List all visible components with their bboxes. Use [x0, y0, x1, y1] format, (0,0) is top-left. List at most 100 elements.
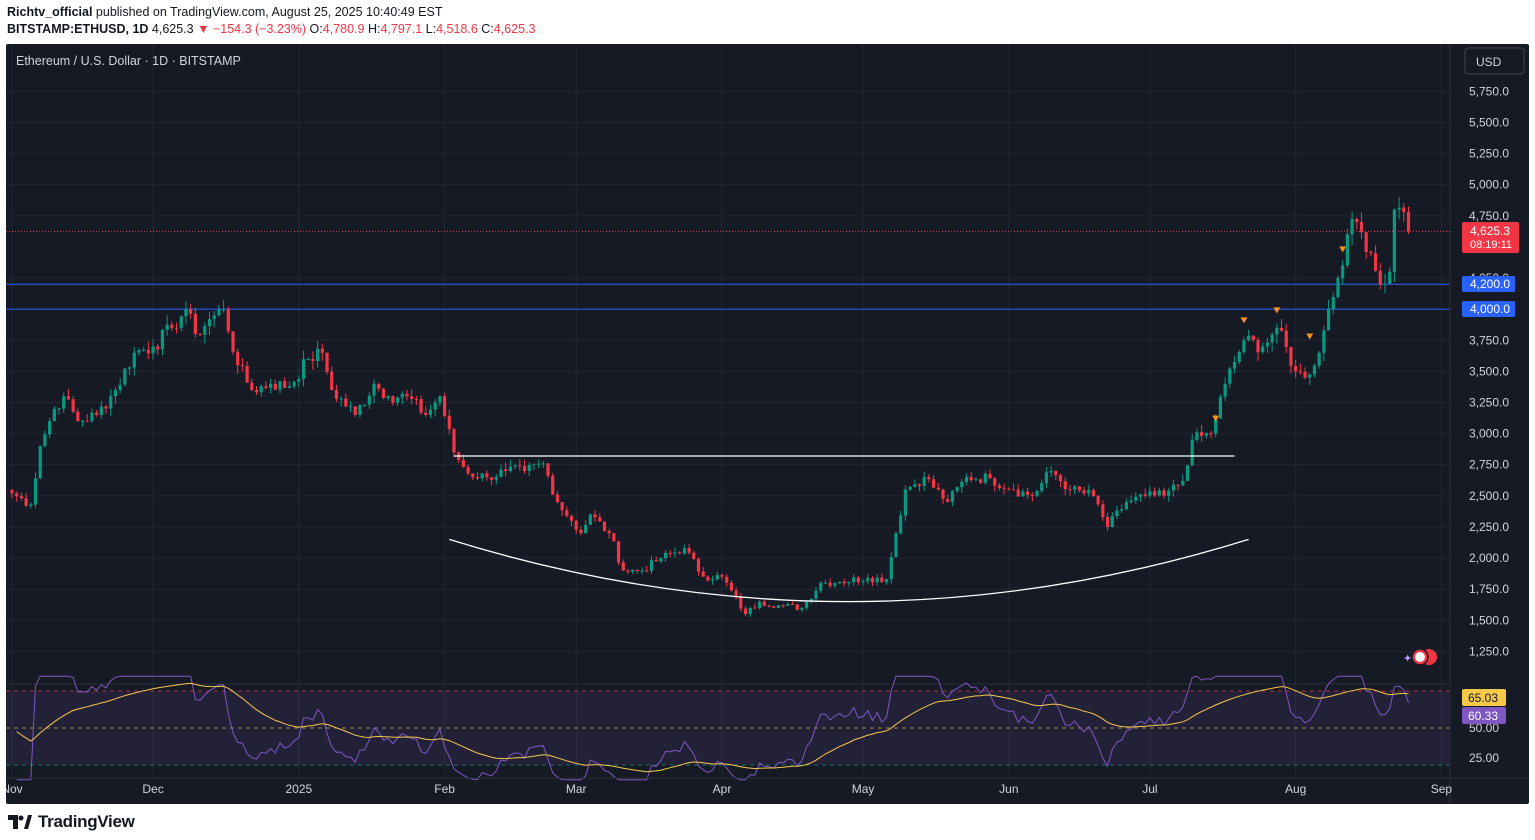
time-axis[interactable]: Nov Dec 2025 Feb Mar Apr May Jun Jul Aug Sep: [6, 782, 1452, 796]
candle-body: [1016, 489, 1020, 497]
candle-body: [174, 327, 179, 329]
tradingview-brand[interactable]: TradingView: [8, 811, 135, 833]
candle-body: [273, 383, 277, 390]
candle-body: [1317, 352, 1321, 366]
candle-body: [654, 560, 658, 562]
candle-body: [894, 533, 898, 558]
candle-body: [334, 390, 339, 399]
candle-body: [203, 326, 207, 335]
candle-body: [142, 349, 146, 351]
low-label: L:: [422, 22, 437, 36]
cup-arc[interactable]: [449, 538, 1249, 603]
signal-marker: [1240, 317, 1248, 324]
y-tick-label: 3,500.0: [1469, 364, 1509, 378]
publish-text: published on TradingView.com, August 25,…: [92, 5, 443, 19]
candle-body: [560, 502, 564, 511]
candle-body: [301, 359, 306, 380]
candle-body: [1115, 510, 1119, 517]
candle-body: [184, 309, 188, 317]
svg-text:✦: ✦: [1403, 652, 1412, 665]
candle-body: [1204, 433, 1208, 436]
candle-body: [781, 605, 785, 607]
candle-body: [772, 606, 776, 608]
candle-body: [941, 489, 945, 499]
candle-body: [1134, 496, 1138, 501]
candle-body: [471, 473, 475, 478]
candle-body: [480, 473, 484, 479]
level-4000-tag: 4,000.0: [1462, 301, 1515, 317]
candle-body: [974, 479, 978, 481]
candle-body: [410, 396, 414, 399]
x-tick-label: Jun: [999, 782, 1018, 796]
candle-body: [85, 420, 89, 422]
candle-body: [424, 412, 428, 415]
candle-body: [358, 405, 362, 415]
last-price: 4,625.3: [148, 22, 198, 36]
candle-body: [240, 365, 244, 367]
candle-body: [758, 601, 762, 609]
candle-body: [438, 396, 442, 403]
candle-body: [452, 429, 456, 453]
candle-body: [1007, 488, 1011, 490]
candle-body: [1120, 509, 1124, 511]
candle-body: [160, 329, 165, 350]
price-axis[interactable]: 5,750.05,500.05,250.05,000.04,750.04,250…: [1469, 84, 1509, 765]
candle-body: [198, 334, 202, 336]
candle-body: [1406, 212, 1411, 232]
candle-body: [1082, 490, 1086, 494]
candle-body: [264, 386, 268, 388]
rsi-tick-label: 50.00: [1469, 721, 1499, 735]
candle-body: [10, 490, 14, 494]
candle-body: [1265, 342, 1270, 347]
candle-body: [76, 411, 80, 422]
candle-body: [852, 577, 856, 583]
candle-body: [546, 463, 550, 476]
candle-body: [330, 371, 334, 391]
currency-button[interactable]: USD: [1464, 47, 1525, 75]
candle-body: [1251, 335, 1255, 340]
candle-body: [217, 309, 221, 316]
candle-body: [645, 570, 649, 572]
candle-body: [715, 575, 719, 580]
candle-body: [1124, 502, 1128, 510]
candle-body: [729, 582, 734, 591]
candle-body: [875, 577, 879, 583]
candle-body: [1298, 371, 1302, 373]
candle-body: [899, 515, 903, 534]
candle-body: [95, 412, 99, 415]
candle-body: [113, 390, 118, 397]
candle-body: [15, 493, 19, 497]
price-chart[interactable]: Ethereum / U.S. Dollar · 1D · BITSTAMP 5…: [6, 44, 1529, 804]
candle-body: [283, 381, 287, 388]
high-value: 4,797.1: [380, 22, 423, 36]
candle-body: [1326, 309, 1331, 331]
candle-body: [1087, 490, 1091, 494]
chart-title: Ethereum / U.S. Dollar · 1D · BITSTAMP: [16, 54, 241, 68]
candle-body: [1200, 432, 1204, 436]
candle-body: [1284, 330, 1288, 348]
candle-body: [687, 548, 691, 553]
candle-body: [1190, 439, 1194, 466]
low-value: 4,518.6: [436, 22, 478, 36]
candle-body: [1035, 490, 1039, 496]
candle-body: [1058, 475, 1063, 482]
candle-body: [1063, 481, 1067, 490]
candle-body: [565, 510, 569, 516]
flag-events-icon[interactable]: ✦: [1403, 648, 1437, 666]
candle-body: [29, 504, 33, 506]
y-tick-label: 2,250.0: [1469, 520, 1509, 534]
candle-body: [447, 415, 451, 430]
horizontal-levels[interactable]: [6, 283, 1450, 310]
candle-body: [1289, 347, 1293, 366]
candle-body: [555, 494, 560, 503]
author-name[interactable]: Richtv_official: [7, 5, 93, 19]
candle-body: [532, 464, 536, 466]
candle-body: [71, 399, 75, 412]
candle-body: [631, 569, 635, 572]
candle-body: [588, 514, 592, 525]
candle-body: [870, 577, 875, 583]
close-label: C:: [477, 22, 494, 36]
candle-body: [306, 358, 310, 360]
candle-body: [325, 352, 329, 372]
candle-body: [344, 398, 348, 407]
